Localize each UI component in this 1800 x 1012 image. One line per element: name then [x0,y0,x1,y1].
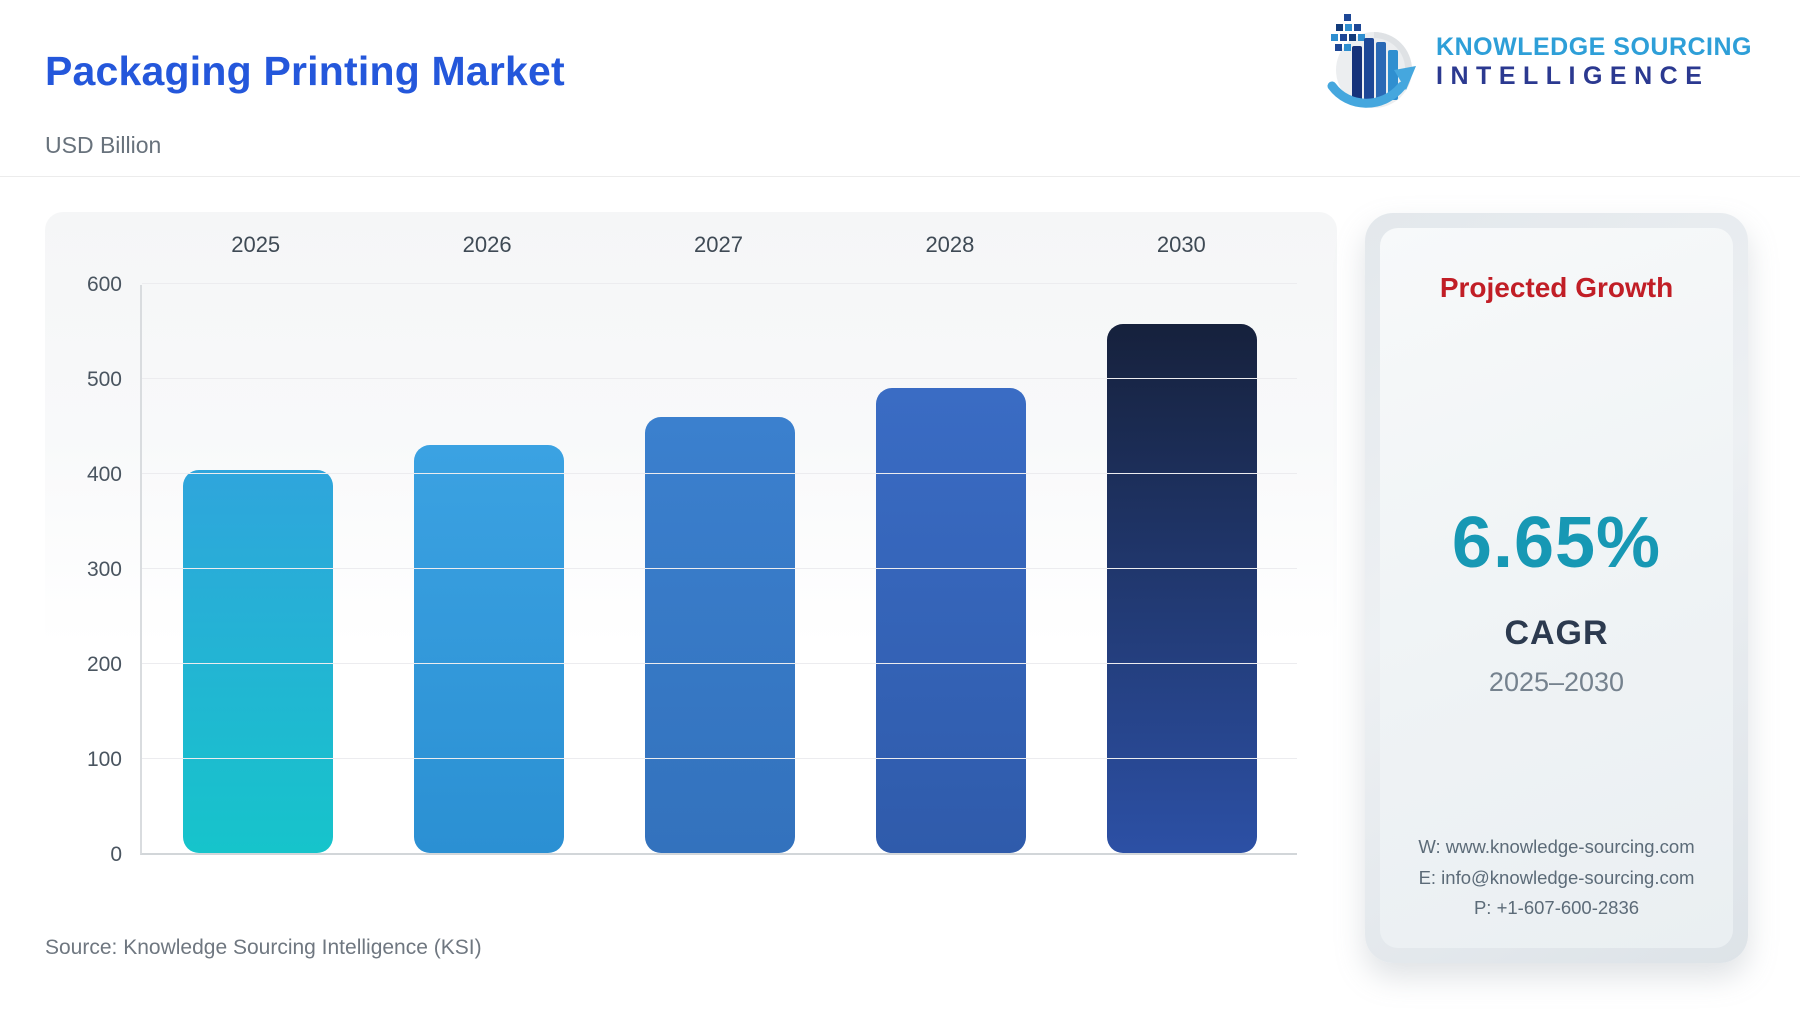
x-axis: 2025 2026 2027 2028 2030 [140,232,1297,258]
bar-2027 [644,416,795,853]
cagr-value: 6.65% [1451,503,1662,583]
x-tick-label-2025: 2025 [231,232,281,257]
contact-block: W: www.knowledge-sourcing.com E: info@kn… [1418,832,1694,924]
source-note: Source: Knowledge Sourcing Intelligence … [45,936,482,959]
bar-slot-2026 [373,285,604,853]
gridline-400 [142,473,1297,474]
bar-2026 [413,444,564,853]
company-logo: KNOWLEDGE SOURCING INTELLIGENCE [1322,12,1752,112]
header: Packaging Printing Market USD Billion [0,0,1800,177]
bar-2025 [182,470,333,853]
projected-growth-panel: Projected Growth 6.65% CAGR 2025–2030 W:… [1365,213,1748,963]
projected-growth-panel-inner: Projected Growth 6.65% CAGR 2025–2030 W:… [1380,228,1733,948]
contact-phone: P: +1-607-600-2836 [1473,897,1640,919]
logo-line1: KNOWLEDGE SOURCING [1436,32,1752,61]
gridline-600 [142,283,1297,284]
page-title: Packaging Printing Market [45,48,565,94]
bar-slot-2025 [142,285,373,853]
contact-website: W: www.knowledge-sourcing.com [1418,836,1695,858]
logo-wordmark: KNOWLEDGE SOURCING INTELLIGENCE [1436,33,1752,92]
gridline-100 [142,758,1297,759]
logo-bar-chart-arrow-icon [1327,14,1417,108]
contact-email: E: info@knowledge-sourcing.com [1418,866,1695,888]
bar-2028 [875,387,1026,853]
panel-title: Projected Growth [1439,272,1674,303]
bar-slot-2027 [604,285,835,853]
bar-2030 [1106,323,1257,853]
chart-unit-label: USD Billion [45,132,162,158]
y-axis: 0 100 200 300 400 500 600 [45,273,140,866]
bar-slot-2030 [1066,285,1297,853]
y-tick-label-600: 600 [86,273,122,296]
y-tick-label-100: 100 [86,748,122,771]
bar-slot-2028 [835,285,1066,853]
y-tick-label-400: 400 [86,463,122,486]
logo-line2: INTELLIGENCE [1436,62,1710,90]
gridline-300 [142,568,1297,569]
gridline-500 [142,378,1297,379]
gridline-200 [142,663,1297,664]
x-tick-label-2027: 2027 [694,232,743,257]
x-tick-label-2028: 2028 [925,232,975,257]
cagr-label: CAGR [1504,614,1609,652]
y-tick-label-200: 200 [86,653,122,676]
x-tick-label-2026: 2026 [462,232,512,257]
y-tick-label-500: 500 [86,368,122,391]
forecast-period: 2025–2030 [1488,667,1625,697]
y-tick-label-0: 0 [110,843,122,866]
plot-area [140,283,1297,855]
chart-area: 0 100 200 300 400 500 600 [45,273,1297,866]
y-tick-label-300: 300 [86,558,122,581]
x-tick-label-2030: 2030 [1156,232,1206,257]
chart-card: 0 100 200 300 400 500 600 2025 2026 2027 2028 2030 [45,212,1337,912]
header-divider [0,176,1800,177]
